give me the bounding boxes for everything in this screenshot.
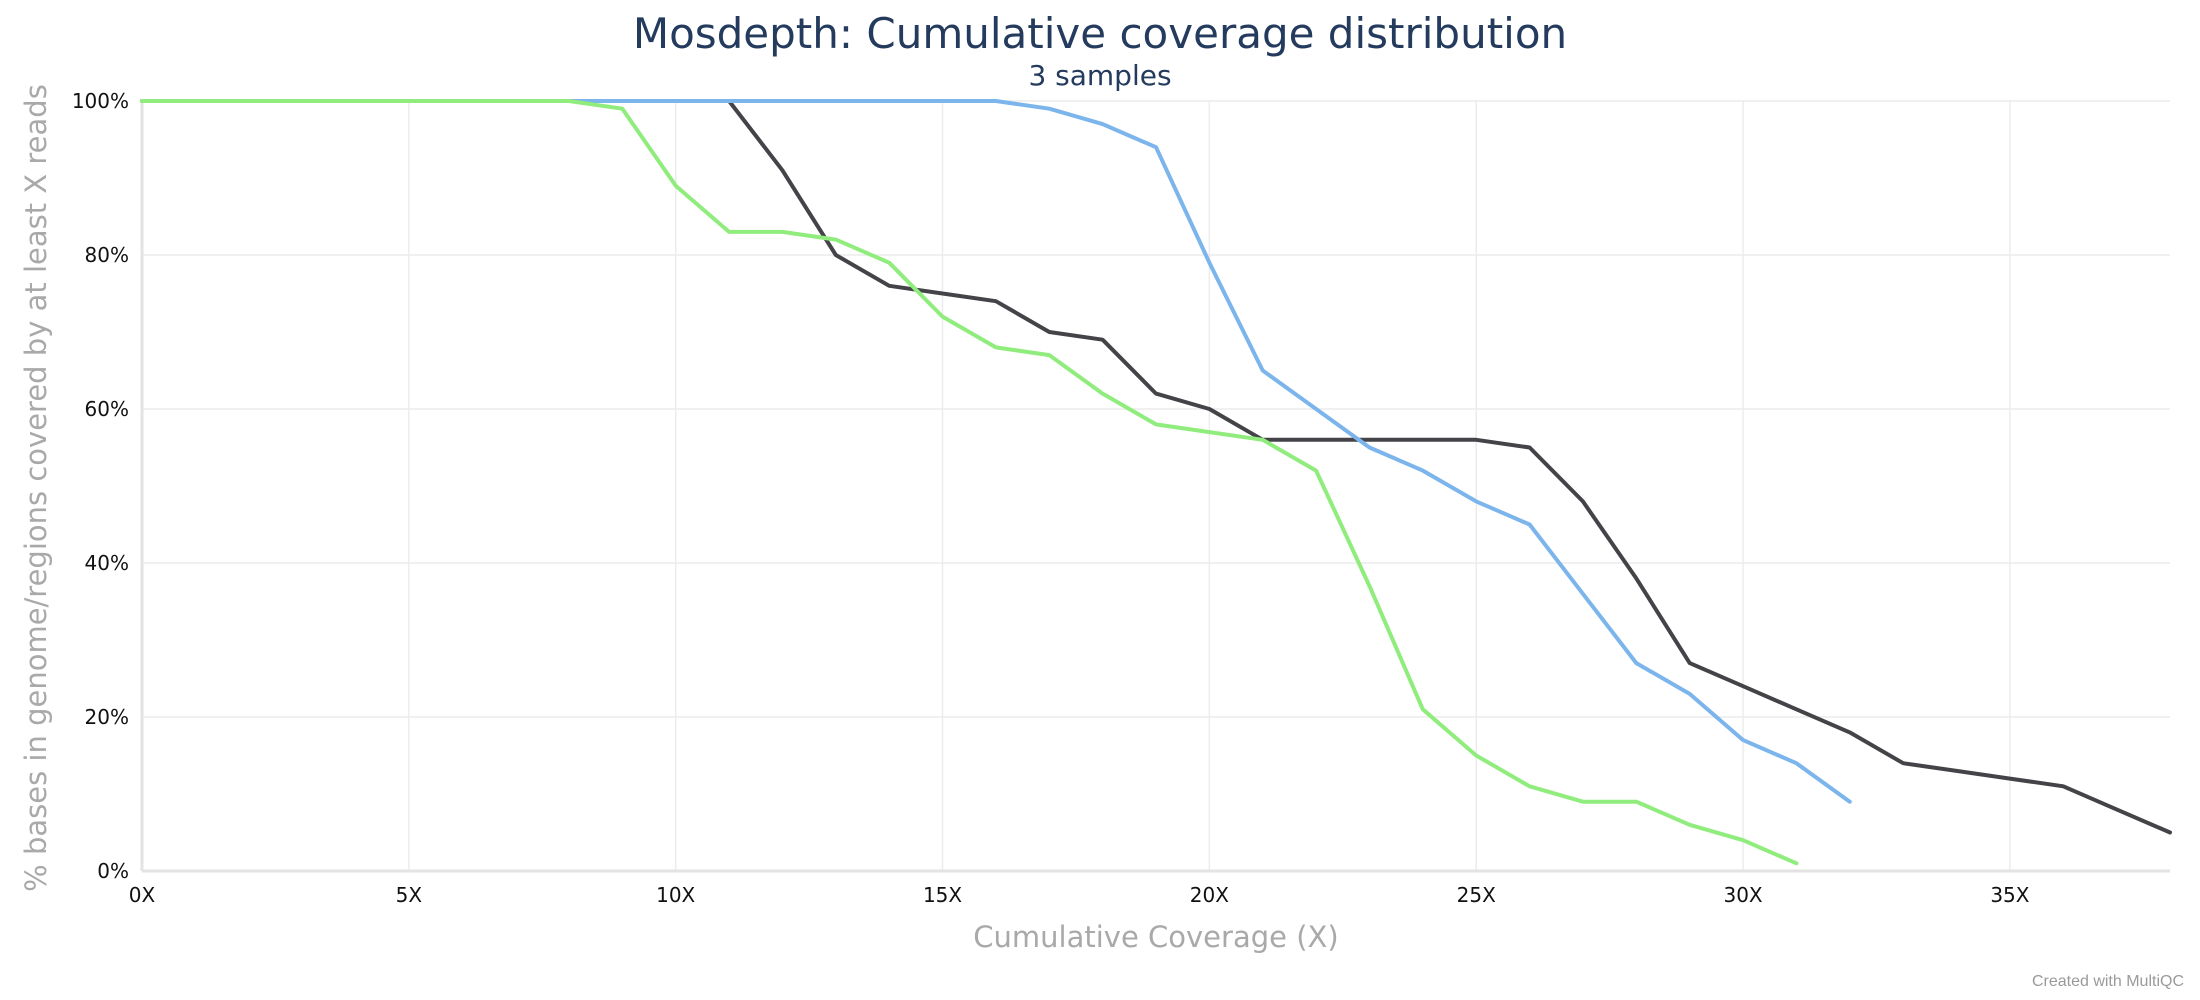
y-tick-label: 80% (85, 243, 129, 267)
x-tick-label: 25X (1457, 883, 1496, 907)
axes (140, 101, 2170, 873)
y-tick-label: 100% (72, 89, 129, 113)
series-line-3[interactable] (140, 99, 1799, 866)
series-line-1[interactable] (140, 99, 2172, 835)
series-line-2[interactable] (140, 99, 1852, 804)
x-tick-label: 0X (129, 883, 156, 907)
x-tick-label: 15X (923, 883, 962, 907)
y-tick-label: 40% (85, 551, 129, 575)
x-tick-label: 20X (1190, 883, 1229, 907)
y-axis-title: % bases in genome/regions covered by at … (19, 84, 53, 892)
credit-text: Created with MultiQC (2032, 973, 2184, 990)
x-tick-label: 5X (396, 883, 423, 907)
x-tick-label: 10X (656, 883, 695, 907)
tick-labels: 0% 20% 40% 60% 80% 100% 0X 5X 10X 15X 20X 25X 30X 35X (72, 89, 2030, 907)
x-axis-title: Cumulative Coverage (X) (973, 920, 1338, 954)
y-tick-label: 20% (85, 705, 129, 729)
grid (142, 100, 2170, 871)
series-lines (140, 99, 2172, 866)
y-tick-label: 0% (97, 859, 129, 883)
x-tick-label: 35X (1990, 883, 2029, 907)
chart-title: Mosdepth: Cumulative coverage distributi… (633, 9, 1567, 58)
x-tick-label: 30X (1723, 883, 1762, 907)
chart-subtitle: 3 samples (1028, 59, 1171, 92)
y-tick-label: 60% (85, 397, 129, 421)
